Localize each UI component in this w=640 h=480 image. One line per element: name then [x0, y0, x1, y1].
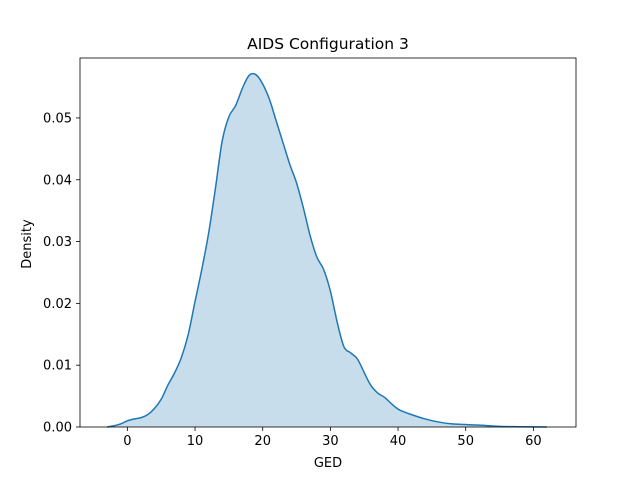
x-tick-label: 0	[123, 434, 131, 449]
y-tick-label: 0.03	[43, 235, 72, 250]
y-tick-label: 0.02	[43, 297, 72, 312]
chart-title: AIDS Configuration 3	[247, 35, 409, 53]
x-tick-label: 20	[254, 434, 271, 449]
x-tick-label: 10	[187, 434, 204, 449]
x-tick-label: 50	[457, 434, 474, 449]
y-axis-label: Density	[20, 219, 35, 269]
y-tick-label: 0.05	[43, 111, 72, 126]
x-tick-label: 30	[322, 434, 339, 449]
density-fill-area	[107, 73, 547, 427]
plot-area	[79, 57, 577, 428]
y-tick-label: 0.04	[43, 173, 72, 188]
y-tick-label: 0.00	[43, 421, 72, 436]
x-axis-label: GED	[314, 456, 342, 471]
axes-frame	[79, 57, 577, 428]
x-tick-label: 60	[525, 434, 542, 449]
density-curve	[106, 72, 547, 428]
x-tick-label: 40	[390, 434, 407, 449]
x-axis: 0 10 20 30 40 50 60	[123, 427, 542, 449]
y-tick-label: 0.01	[43, 359, 72, 374]
y-axis: 0.00 0.01 0.02 0.03 0.04 0.05	[43, 111, 80, 436]
